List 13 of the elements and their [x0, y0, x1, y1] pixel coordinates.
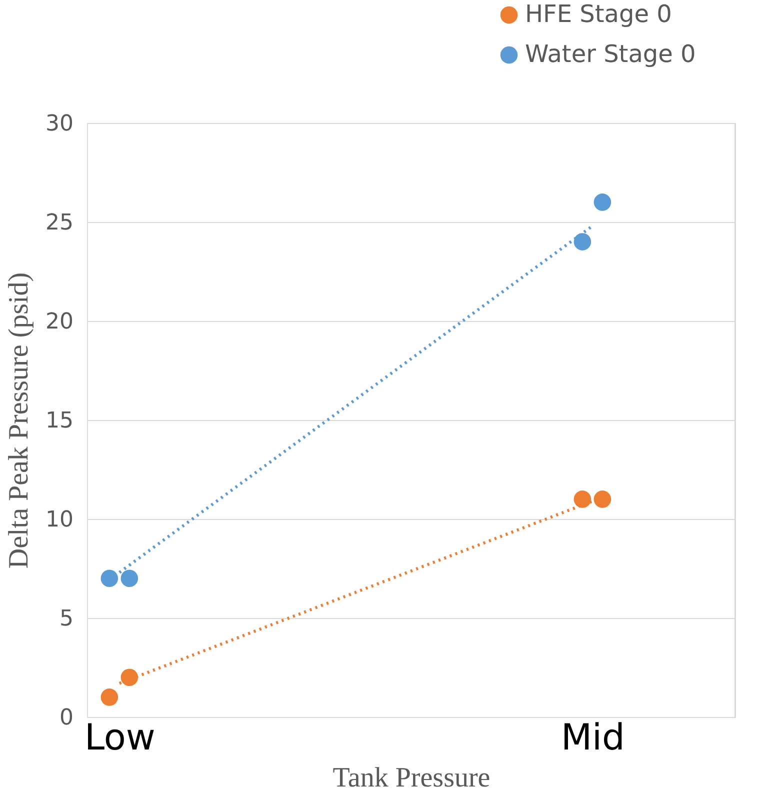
y-tick-label: 15 [46, 408, 74, 434]
y-tick-label: 5 [60, 606, 74, 632]
x-tick-label: Mid [560, 718, 625, 758]
y-tick-label: 20 [46, 310, 74, 334]
legend-label: Water Stage 0 [525, 40, 696, 68]
x-tick-label: Low [84, 718, 156, 758]
x-axis-title: Tank Pressure [332, 762, 490, 794]
y-tick-label: 25 [46, 210, 74, 236]
y-tick-label: 30 [46, 112, 74, 136]
y-tick-label: 0 [60, 706, 74, 730]
legend-label: HFE Stage 0 [525, 0, 672, 28]
y-tick-label: 10 [46, 508, 74, 532]
y-axis-title: Delta Peak Pressure (psid) [4, 272, 35, 569]
